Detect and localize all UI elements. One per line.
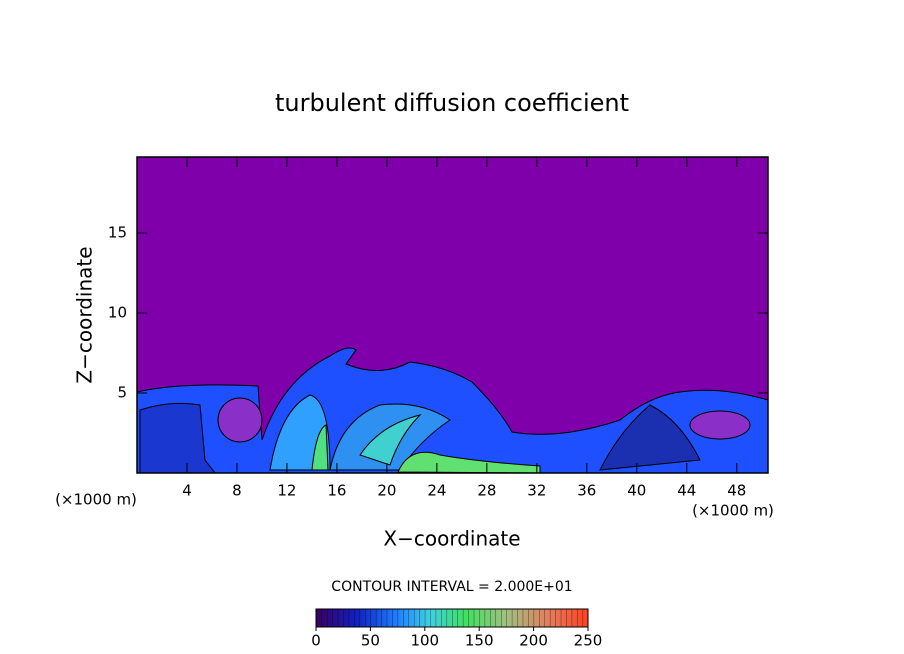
y-unit-label: (×1000 m)	[55, 491, 137, 509]
y-tick-label: 5	[117, 384, 127, 402]
colorbar-tick-label: 200	[519, 632, 548, 650]
field-region	[397, 451, 541, 473]
y-tick-label: 10	[108, 304, 127, 322]
colorbar-frame	[315, 608, 589, 628]
x-tick-label: 20	[377, 482, 396, 500]
x-tick-label: 48	[727, 482, 746, 500]
x-tick-label: 32	[527, 482, 546, 500]
field-region	[599, 404, 701, 471]
field-region	[689, 410, 751, 440]
field-region	[359, 414, 422, 466]
contour-field	[137, 157, 768, 473]
x-tick-label: 36	[577, 482, 596, 500]
field-region	[139, 402, 216, 473]
x-tick-label: 12	[277, 482, 296, 500]
y-tick-label: 15	[108, 224, 127, 242]
y-axis-label: Z−coordinate	[73, 246, 97, 383]
x-tick-label: 8	[232, 482, 242, 500]
colorbar-lines	[316, 609, 588, 627]
x-axis-label: X−coordinate	[383, 527, 520, 551]
field-region	[217, 397, 263, 443]
x-unit-label: (×1000 m)	[692, 502, 774, 520]
colorbar-tick-label: 100	[410, 632, 439, 650]
colorbar-tick-label: 50	[361, 632, 380, 650]
plot-frame	[136, 156, 769, 474]
x-tick-label: 16	[327, 482, 346, 500]
x-tick-label: 24	[427, 482, 446, 500]
colorbar-tick-label: 150	[465, 632, 494, 650]
colorbar-tick-label: 0	[311, 632, 321, 650]
x-tick-label: 28	[477, 482, 496, 500]
field-region	[311, 424, 329, 471]
chart-title: turbulent diffusion coefficient	[275, 89, 629, 117]
x-tick-label: 4	[182, 482, 192, 500]
colorbar-tick-label: 250	[574, 632, 603, 650]
x-tick-label: 44	[677, 482, 696, 500]
x-tick-label: 40	[627, 482, 646, 500]
contour-label: CONTOUR INTERVAL = 2.000E+01	[331, 579, 572, 595]
